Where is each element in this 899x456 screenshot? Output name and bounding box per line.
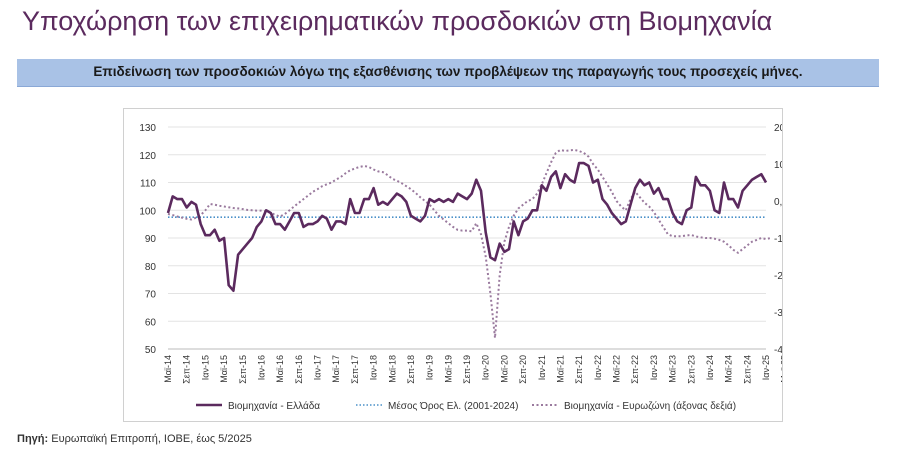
y-right-tick-label: 20,0	[774, 123, 782, 134]
x-tick-label: Σεπ-19	[462, 355, 472, 384]
x-tick-label: Μαϊ-22	[612, 355, 622, 383]
x-tick-label: Σεπ-14	[182, 355, 192, 384]
x-tick-label: Σεπ-20	[518, 355, 528, 384]
line-chart: 50 60 70 80 90 100 110 120 130 -40,0 -30,0 -20,0 -10…	[139, 123, 782, 412]
source-text: Ευρωπαϊκή Επιτροπή, ΙΟΒΕ, έως 5/2025	[48, 433, 252, 445]
x-tick-label: Σεπ-22	[630, 355, 640, 384]
x-tick-label: Μαϊ-25	[780, 355, 782, 383]
y-left-tick-label: 70	[145, 290, 157, 301]
y-right-tick-label: -20,0	[774, 271, 782, 282]
x-tick-label: Μαϊ-24	[724, 355, 734, 383]
x-tick-label: Μαϊ-19	[443, 355, 453, 383]
x-tick-label: Ιαν-22	[593, 355, 603, 380]
x-tick-label: Σεπ-16	[294, 355, 304, 384]
y-right-tick-label: -10,0	[774, 234, 782, 245]
y-right-tick-label: 10,0	[774, 160, 782, 171]
series-greece-line	[166, 161, 768, 292]
x-tick-label: Ιαν-16	[256, 355, 266, 380]
x-tick-label: Ιαν-17	[313, 355, 323, 380]
x-tick-label: Ιαν-18	[369, 355, 379, 380]
x-tick-label: Σεπ-21	[574, 355, 584, 384]
x-tick-label: Ιαν-19	[425, 355, 435, 380]
x-tick-label: Μαϊ-20	[499, 355, 509, 383]
chart-container: 50 60 70 80 90 100 110 120 130 -40,0 -30,0 -20,0 -10…	[123, 108, 783, 422]
page-title: Υποχώρηση των επιχειρηματικών προσδοκιών…	[22, 6, 773, 36]
y-left-tick-label: 130	[139, 123, 156, 134]
y-right-tick-label: 0,0	[774, 197, 782, 208]
x-tick-label: Σεπ-18	[406, 355, 416, 384]
x-tick-label: Σεπ-17	[350, 355, 360, 384]
y-left-tick-label: 100	[139, 206, 156, 217]
y-right-tick-label: -30,0	[774, 308, 782, 319]
x-tick-label: Σεπ-24	[742, 355, 752, 384]
legend-eurozone-label: Βιομηχανία - Ευρωζώνη (άξονας δεξιά)	[564, 400, 736, 412]
x-tick-label: Ιαν-25	[761, 355, 771, 380]
x-tick-label: Ιαν-23	[649, 355, 659, 380]
legend-greece-label: Βιομηχανία - Ελλάδα	[228, 400, 320, 412]
x-tick-label: Μαϊ-14	[163, 355, 173, 383]
x-tick-label: Ιαν-15	[200, 355, 210, 380]
chart-subtitle: Επιδείνωση των προσδοκιών λόγω της εξασθ…	[93, 64, 803, 79]
x-tick-label: Μαϊ-16	[275, 355, 285, 383]
y-left-tick-label: 60	[145, 317, 157, 328]
source-label: Πηγή:	[17, 433, 49, 445]
x-tick-label: Μαϊ-18	[387, 355, 397, 383]
series-eurozone-line	[167, 148, 771, 339]
subtitle-banner: Επιδείνωση των προσδοκιών λόγω της εξασθ…	[17, 59, 879, 87]
y-left-tick-label: 90	[145, 234, 157, 245]
x-tick-label: Σεπ-15	[238, 355, 248, 384]
legend-average-label: Μέσος Όρος Ελ. (2001-2024)	[388, 400, 518, 412]
x-tick-label: Ιαν-21	[537, 355, 547, 380]
x-tick-label: Ιαν-24	[705, 355, 715, 380]
x-tick-label: Μαϊ-23	[668, 355, 678, 383]
y-left-tick-label: 50	[145, 345, 157, 356]
x-tick-label: Μαϊ-17	[331, 355, 341, 383]
source-note: Πηγή: Ευρωπαϊκή Επιτροπή, ΙΟΒΕ, έως 5/20…	[17, 433, 252, 445]
y-left-tick-label: 120	[139, 151, 156, 162]
x-tick-label: Ιαν-20	[481, 355, 491, 380]
y-left-tick-label: 80	[145, 262, 157, 273]
x-tick-label: Σεπ-23	[686, 355, 696, 384]
y-left-tick-label: 110	[140, 179, 156, 190]
x-tick-label: Μαϊ-21	[555, 355, 565, 383]
x-tick-label: Μαϊ-15	[219, 355, 229, 383]
y-right-tick-label: -40,0	[774, 345, 782, 356]
